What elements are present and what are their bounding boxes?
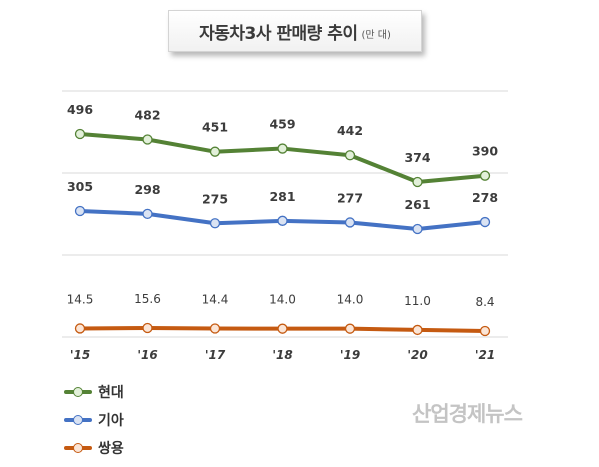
data-label-hyundai-3: 459 <box>269 117 295 132</box>
data-point-kia-2 <box>209 218 221 229</box>
data-label-kia-1: 298 <box>134 182 160 197</box>
data-label-ssangyong-0: 14.5 <box>67 292 94 306</box>
data-point-kia-0 <box>74 205 86 217</box>
data-point-kia-3 <box>277 215 288 226</box>
data-point-ssangyong-4 <box>344 323 356 334</box>
x-tick-label-6: '21 <box>475 348 495 362</box>
legend-label-kia: 기아 <box>98 413 124 429</box>
data-point-hyundai-5 <box>412 176 423 188</box>
legend-label-ssangyong: 쌍용 <box>98 441 124 457</box>
data-point-kia-5 <box>412 223 423 235</box>
data-label-kia-2: 275 <box>202 191 228 206</box>
data-point-kia-1 <box>142 208 153 220</box>
data-label-kia-5: 261 <box>404 197 430 212</box>
data-point-ssangyong-0 <box>74 323 86 334</box>
data-label-hyundai-1: 482 <box>134 108 160 123</box>
data-label-hyundai-6: 390 <box>472 144 498 159</box>
legend-item-hyundai: 현대 <box>62 378 124 406</box>
data-label-hyundai-2: 451 <box>202 120 228 135</box>
data-label-ssangyong-1: 15.6 <box>134 292 161 306</box>
x-tick-label-0: '15 <box>70 348 90 362</box>
chart-title: 자동차3사 판매량 추이 <box>199 23 358 44</box>
chart-legend: 현대 기아 쌍용 <box>62 378 124 462</box>
chart-unit: (만 대) <box>361 30 391 41</box>
x-tick-label-4: '19 <box>340 348 360 362</box>
x-tick-label-5: '20 <box>407 348 427 362</box>
watermark: 산업경제뉴스 <box>412 402 523 426</box>
legend-label-hyundai: 현대 <box>98 385 124 401</box>
data-label-ssangyong-3: 14.0 <box>269 293 296 307</box>
chart-title-box: 자동차3사 판매량 추이 (만 대) <box>168 10 422 52</box>
data-label-kia-3: 281 <box>269 189 295 204</box>
legend-item-ssangyong: 쌍용 <box>62 434 124 462</box>
legend-item-kia: 기아 <box>62 406 124 434</box>
legend-swatch-hyundai <box>62 386 94 398</box>
data-point-kia-4 <box>344 217 356 228</box>
data-point-hyundai-4 <box>344 150 356 161</box>
x-tick-label-2: '17 <box>205 348 226 362</box>
data-point-hyundai-3 <box>277 143 288 154</box>
data-point-ssangyong-6 <box>479 325 491 337</box>
data-label-kia-6: 278 <box>472 190 498 205</box>
data-point-hyundai-1 <box>142 134 153 145</box>
data-label-ssangyong-5: 11.0 <box>404 294 431 308</box>
data-point-ssangyong-3 <box>277 323 288 334</box>
data-label-kia-4: 277 <box>337 190 363 205</box>
data-label-hyundai-4: 442 <box>337 123 363 138</box>
data-point-hyundai-2 <box>209 146 221 157</box>
data-point-ssangyong-2 <box>209 323 221 334</box>
legend-swatch-kia <box>62 414 94 426</box>
data-point-hyundai-0 <box>74 128 86 140</box>
data-point-kia-6 <box>479 216 491 228</box>
x-tick-label-3: '18 <box>272 348 292 362</box>
data-label-hyundai-0: 496 <box>67 102 93 117</box>
data-label-hyundai-5: 374 <box>404 150 430 165</box>
data-label-ssangyong-2: 14.4 <box>202 293 229 307</box>
data-point-ssangyong-1 <box>142 322 153 334</box>
x-tick-label-1: '16 <box>137 348 157 362</box>
data-label-ssangyong-6: 8.4 <box>475 295 494 309</box>
data-point-hyundai-6 <box>479 170 491 181</box>
data-point-ssangyong-5 <box>412 324 423 336</box>
legend-swatch-ssangyong <box>62 442 94 454</box>
data-label-ssangyong-4: 14.0 <box>337 293 364 307</box>
data-label-kia-0: 305 <box>67 179 93 194</box>
